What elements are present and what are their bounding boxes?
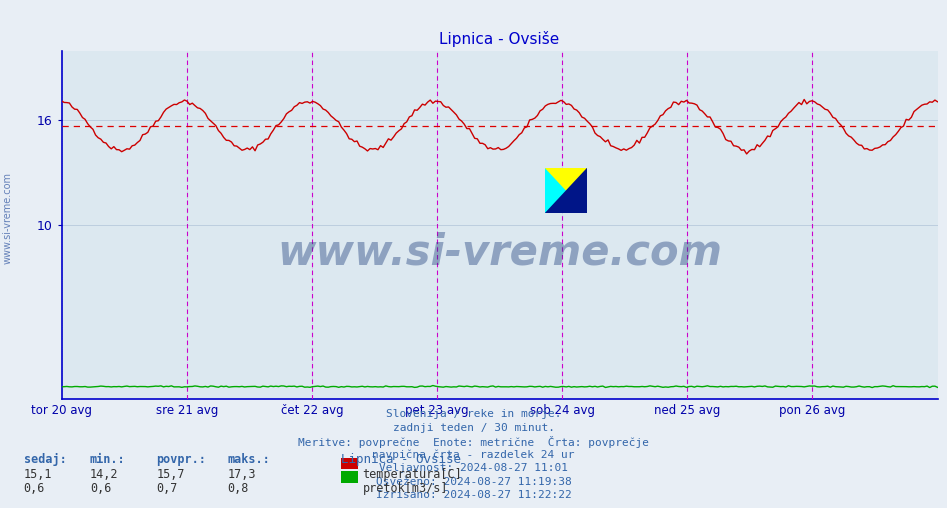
Polygon shape [545, 168, 587, 213]
Text: Slovenija / reke in morje.: Slovenija / reke in morje. [385, 409, 562, 419]
Text: Izrisano: 2024-08-27 11:22:22: Izrisano: 2024-08-27 11:22:22 [376, 490, 571, 500]
Text: 0,6: 0,6 [24, 482, 45, 495]
Text: Veljavnost: 2024-08-27 11:01: Veljavnost: 2024-08-27 11:01 [379, 463, 568, 473]
Text: 14,2: 14,2 [90, 468, 118, 482]
Text: min.:: min.: [90, 453, 126, 466]
Text: Meritve: povprečne  Enote: metrične  Črta: povprečje: Meritve: povprečne Enote: metrične Črta:… [298, 436, 649, 448]
Text: povpr.:: povpr.: [156, 453, 206, 466]
Text: sedaj:: sedaj: [24, 453, 66, 466]
Text: www.si-vreme.com: www.si-vreme.com [277, 232, 722, 274]
Title: Lipnica - Ovsiše: Lipnica - Ovsiše [439, 31, 560, 47]
Text: 15,1: 15,1 [24, 468, 52, 482]
Text: 0,6: 0,6 [90, 482, 112, 495]
Text: Osveženo: 2024-08-27 11:19:38: Osveženo: 2024-08-27 11:19:38 [376, 477, 571, 487]
Text: 0,7: 0,7 [156, 482, 178, 495]
Text: Lipnica - Ovsiše: Lipnica - Ovsiše [341, 453, 461, 466]
Polygon shape [545, 168, 587, 213]
Text: navpična črta - razdelek 24 ur: navpična črta - razdelek 24 ur [372, 450, 575, 460]
Text: www.si-vreme.com: www.si-vreme.com [3, 172, 12, 265]
Text: zadnji teden / 30 minut.: zadnji teden / 30 minut. [392, 423, 555, 433]
Text: 15,7: 15,7 [156, 468, 185, 482]
Text: 17,3: 17,3 [227, 468, 256, 482]
Text: temperatura[C]: temperatura[C] [363, 468, 462, 482]
Text: pretok[m3/s]: pretok[m3/s] [363, 482, 448, 495]
Text: maks.:: maks.: [227, 453, 270, 466]
Text: 0,8: 0,8 [227, 482, 249, 495]
